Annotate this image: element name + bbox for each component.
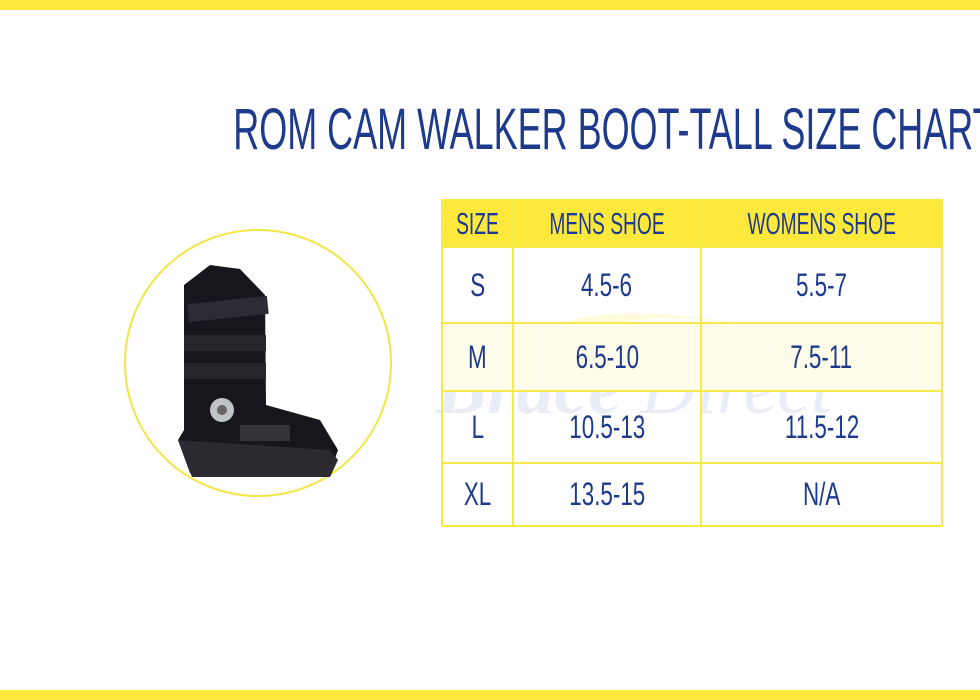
page-title: ROM CAM WALKER BOOT-TALL SIZE CHART [233,97,980,162]
mens-cell: 10.5-13 [511,390,702,464]
size-cell: XL [441,462,514,527]
table-row: M 6.5-10 7.5-11 [441,322,944,392]
table-row: L 10.5-13 11.5-12 [441,390,944,464]
header-size: SIZE [441,199,514,248]
top-border [0,0,980,10]
mens-cell: 6.5-10 [511,322,702,392]
size-chart-table: SIZE MENS SHOE WOMENS SHOE S 4.5-6 5.5-7… [441,199,944,527]
womens-cell: 11.5-12 [699,390,944,464]
womens-cell: 7.5-11 [699,322,944,392]
size-cell: L [441,390,514,464]
walker-boot-icon [178,265,338,477]
womens-cell: 5.5-7 [699,246,944,324]
size-cell: S [441,246,514,324]
table-header-row: SIZE MENS SHOE WOMENS SHOE [441,199,944,248]
womens-cell: N/A [699,462,944,527]
bottom-border [0,690,980,700]
size-cell: M [441,322,514,392]
product-circle [124,229,392,497]
header-mens-shoe: MENS SHOE [511,199,702,248]
mens-cell: 4.5-6 [511,246,702,324]
table-row: XL 13.5-15 N/A [441,462,944,527]
table-row: S 4.5-6 5.5-7 [441,246,944,324]
mens-cell: 13.5-15 [511,462,702,527]
header-womens-shoe: WOMENS SHOE [699,199,944,248]
